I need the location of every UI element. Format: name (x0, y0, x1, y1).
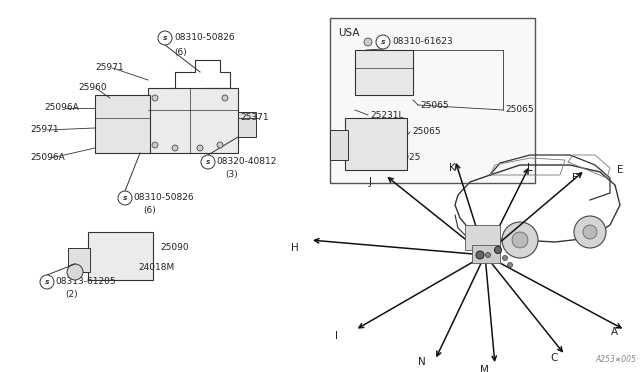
Text: A253∗005·: A253∗005· (595, 356, 638, 365)
Circle shape (376, 35, 390, 49)
Text: 08310-50826: 08310-50826 (174, 33, 235, 42)
Circle shape (486, 253, 490, 257)
Text: 24018M: 24018M (138, 263, 174, 273)
Text: I: I (335, 331, 339, 341)
Text: 25096A: 25096A (44, 103, 79, 112)
Circle shape (512, 232, 528, 248)
Text: A: A (611, 327, 618, 337)
Text: 25231L: 25231L (370, 110, 403, 119)
Text: 25065: 25065 (420, 100, 449, 109)
Circle shape (222, 95, 228, 101)
Text: N: N (418, 357, 426, 367)
Bar (330, 130, 348, 160)
Bar (355, 50, 413, 95)
Bar (88, 232, 153, 280)
Circle shape (508, 263, 513, 267)
Bar (345, 118, 407, 170)
Text: 08313-61205: 08313-61205 (55, 278, 116, 286)
Text: H: H (291, 243, 299, 253)
Text: E: E (617, 165, 623, 175)
Text: 25960: 25960 (78, 83, 107, 93)
Text: 25096A: 25096A (30, 154, 65, 163)
Text: M: M (479, 365, 488, 372)
Circle shape (583, 225, 597, 239)
Bar (330, 18, 535, 183)
Text: 08310-50826: 08310-50826 (133, 193, 194, 202)
Circle shape (158, 31, 172, 45)
Text: 24025: 24025 (392, 154, 420, 163)
Circle shape (197, 145, 203, 151)
Circle shape (217, 142, 223, 148)
Bar (68, 248, 90, 272)
Text: F: F (572, 173, 578, 183)
Text: (6): (6) (143, 206, 156, 215)
Circle shape (67, 264, 83, 280)
Text: 25090: 25090 (160, 244, 189, 253)
Circle shape (40, 275, 54, 289)
Circle shape (152, 142, 158, 148)
Text: J: J (369, 177, 371, 187)
Circle shape (152, 95, 158, 101)
Bar (238, 112, 256, 137)
Text: 25971: 25971 (95, 64, 124, 73)
Text: C: C (550, 353, 557, 363)
Text: (2): (2) (400, 51, 413, 60)
Circle shape (495, 247, 502, 253)
Text: 25971: 25971 (30, 125, 59, 135)
Text: (6): (6) (174, 48, 187, 57)
Text: 25065: 25065 (505, 106, 534, 115)
Text: S: S (45, 279, 49, 285)
Text: L: L (527, 163, 533, 173)
Circle shape (381, 38, 389, 46)
Circle shape (502, 256, 508, 260)
Text: (3): (3) (225, 170, 237, 180)
Text: 08310-61623: 08310-61623 (392, 38, 452, 46)
Text: S: S (205, 160, 211, 164)
Text: (2): (2) (65, 291, 77, 299)
Bar (148, 88, 238, 153)
Text: S: S (163, 35, 167, 41)
Text: K: K (449, 163, 456, 173)
Circle shape (201, 155, 215, 169)
Bar (95, 95, 150, 153)
Bar (472, 245, 500, 263)
Text: 08320-40812: 08320-40812 (216, 157, 276, 167)
Text: USA: USA (338, 28, 360, 38)
Circle shape (502, 222, 538, 258)
Circle shape (574, 216, 606, 248)
Circle shape (172, 145, 178, 151)
Text: S: S (381, 39, 385, 45)
Bar (465, 225, 500, 250)
Text: 25371: 25371 (240, 113, 269, 122)
Text: S: S (123, 196, 127, 201)
Circle shape (476, 251, 484, 259)
Circle shape (364, 38, 372, 46)
Text: 25065: 25065 (412, 128, 440, 137)
Circle shape (118, 191, 132, 205)
